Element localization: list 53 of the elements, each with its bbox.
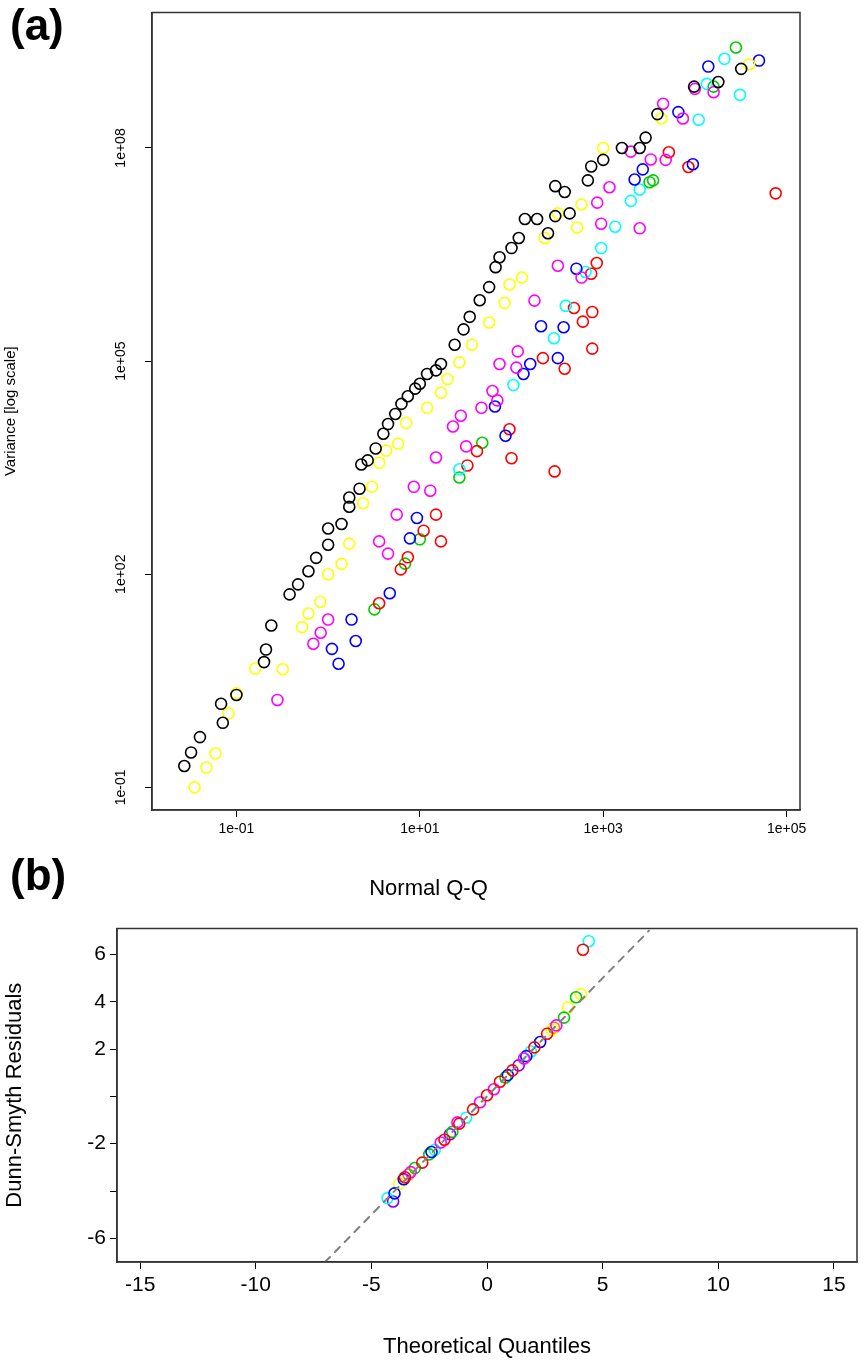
x-tick-label: 1e+01 [400,820,440,837]
point [466,1103,480,1116]
x-tick-label: 15 [822,1272,846,1296]
x-tick-label: -5 [362,1272,381,1296]
point [512,1059,525,1072]
point [459,1111,473,1124]
point [388,1187,401,1200]
point [533,1035,547,1049]
point [415,1156,429,1169]
x-axis-title: Theoretical Quantiles [383,1332,591,1358]
point [438,1133,451,1146]
y-tick-label: -2 [87,1130,106,1154]
point [473,1096,487,1109]
y-tick-label: 1e-01 [112,769,129,806]
y-tick-label: 4 [94,988,107,1012]
point [381,1191,394,1205]
x-tick-label: 5 [596,1272,609,1296]
point [506,1064,519,1077]
point [576,943,590,956]
y-tick-label: 2 [94,1035,106,1059]
x-tick-label: 1e+03 [583,820,624,837]
point [524,1045,538,1058]
y-axis-title: Dunn-Smyth Residuals [1,982,27,1208]
x-tick-label: -15 [124,1272,156,1296]
x-tick-label: 1e+05 [766,820,807,837]
point [434,1136,448,1149]
point [557,1011,571,1024]
y-tick-label: 1e+02 [112,554,129,594]
point [582,934,596,948]
y-tick-label: 6 [94,941,106,965]
point [386,1195,400,1208]
point [392,1177,406,1191]
point [487,1082,501,1096]
x-tick-label: -10 [240,1272,271,1296]
x-tick-label: 10 [706,1272,730,1296]
point [480,1088,494,1102]
y-tick-label: 1e+05 [112,341,129,381]
point [528,1041,541,1054]
point [561,1001,575,1014]
point [540,1027,554,1040]
text: (b) [10,850,67,900]
x-tick-label: 0 [481,1272,493,1296]
point [408,1161,422,1175]
point [493,1075,507,1089]
y-axis-title: Variance [log scale] [1,346,19,477]
chart-title: Normal Q-Q [369,875,488,901]
x-tick-label: 1e-01 [218,820,255,837]
text: (a) [10,0,64,50]
y-tick-label: 1e+08 [112,128,129,168]
point [428,1143,442,1157]
y-tick-label: -6 [87,1225,106,1249]
point [574,987,588,1001]
point [569,990,583,1004]
